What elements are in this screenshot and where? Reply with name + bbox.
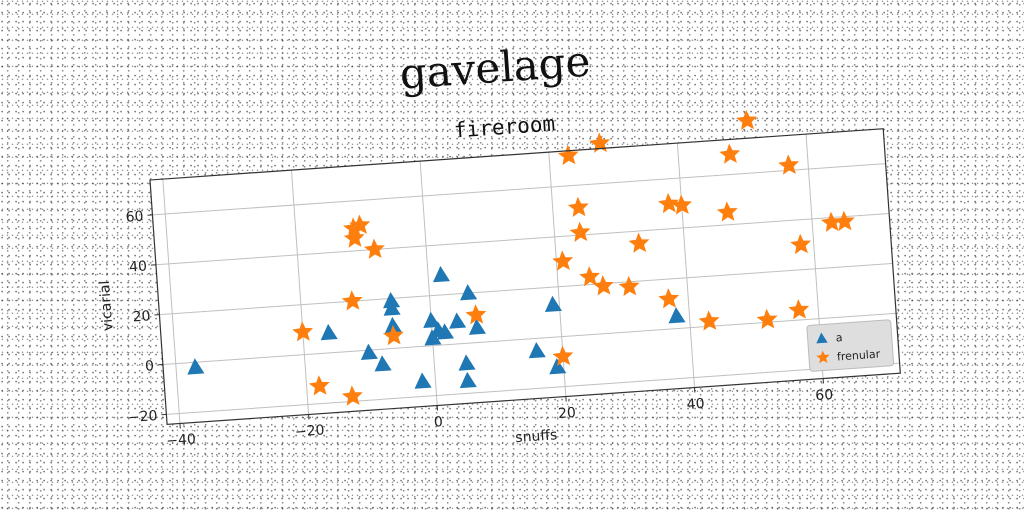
data-point-frenular <box>756 308 778 330</box>
x-tick-label: −40 <box>166 431 197 449</box>
legend-box <box>806 319 895 372</box>
data-point-frenular <box>698 310 720 331</box>
data-point-frenular <box>628 232 650 253</box>
data-point-a <box>432 265 451 283</box>
legend: a frenular <box>806 319 895 372</box>
data-point-frenular <box>363 238 385 259</box>
y-tick-label: 40 <box>129 258 148 275</box>
x-grid-line <box>676 143 695 388</box>
chart-title: fireroom <box>453 112 556 143</box>
x-tick-label: −20 <box>294 422 325 440</box>
data-point-frenular <box>788 299 810 320</box>
data-point-frenular <box>465 304 487 325</box>
data-point-frenular <box>658 288 680 309</box>
x-tick-label: 0 <box>433 414 443 431</box>
data-point-a <box>528 341 546 359</box>
y-tick-label: −20 <box>127 408 158 426</box>
data-point-a <box>384 316 402 334</box>
y-tick-label: 0 <box>145 358 155 375</box>
data-point-a <box>374 355 392 372</box>
data-point-frenular <box>308 375 330 396</box>
legend-label-a: a <box>835 331 843 344</box>
data-point-a <box>320 323 338 341</box>
data-point-a <box>414 372 432 389</box>
x-axis-label: snuffs <box>515 427 558 446</box>
data-point-a <box>360 343 378 360</box>
data-point-a <box>436 323 455 340</box>
data-point-a <box>549 358 567 375</box>
data-point-frenular <box>820 211 842 232</box>
y-tick-label: 20 <box>132 308 151 325</box>
data-point-frenular <box>341 385 363 406</box>
data-point-frenular <box>671 194 692 215</box>
data-point-frenular <box>343 217 364 238</box>
data-point-a <box>458 354 476 371</box>
x-tick-label: 20 <box>558 405 577 422</box>
y-grid-line <box>152 163 886 216</box>
data-point-frenular <box>382 324 404 346</box>
data-point-frenular <box>567 196 589 218</box>
data-point-frenular <box>592 275 614 296</box>
data-point-frenular <box>719 143 741 164</box>
data-point-frenular <box>349 214 371 235</box>
legend-label-frenular: frenular <box>837 347 881 363</box>
data-point-a <box>459 371 477 389</box>
data-point-frenular <box>341 290 363 311</box>
x-tick-label: 60 <box>815 387 834 404</box>
legend-marker-frenular <box>816 350 830 364</box>
data-point-frenular <box>552 345 574 366</box>
plot-frame <box>149 128 901 426</box>
y-grid-line <box>155 213 890 266</box>
x-tick-label: 40 <box>686 396 705 413</box>
data-point-a <box>187 358 205 375</box>
data-point-frenular <box>552 250 574 271</box>
y-grid-line <box>162 312 897 366</box>
y-axis-label: vicarial <box>97 280 116 332</box>
data-point-frenular <box>557 144 579 166</box>
data-point-frenular <box>736 109 758 131</box>
x-grid-line <box>162 179 181 424</box>
data-point-a <box>668 307 686 324</box>
data-point-frenular <box>618 275 640 297</box>
y-tick-label: 60 <box>125 209 144 226</box>
x-grid-line <box>419 161 438 406</box>
data-point-frenular <box>833 210 855 231</box>
y-grid-line <box>159 262 893 316</box>
data-point-frenular <box>790 233 812 255</box>
legend-marker-a <box>816 332 828 344</box>
data-point-frenular <box>658 192 679 214</box>
y-grid-line <box>166 362 900 415</box>
data-point-frenular <box>569 221 591 242</box>
data-point-frenular <box>579 266 601 287</box>
data-point-a <box>544 295 562 313</box>
data-point-a <box>460 284 478 301</box>
data-point-frenular <box>343 227 365 248</box>
data-point-a <box>383 291 401 309</box>
chart-suptitle: gavelage <box>398 36 592 98</box>
data-point-frenular <box>778 154 800 175</box>
data-point-a <box>383 299 401 316</box>
axis-ticks: −40 −20 0 20 40 60 −20 0 20 40 60 <box>125 209 834 450</box>
data-point-a <box>423 311 441 329</box>
x-grid-line <box>290 170 310 415</box>
plot-background <box>150 128 901 425</box>
data-point-a <box>449 312 467 329</box>
data-point-frenular <box>292 321 314 342</box>
data-point-a <box>468 318 487 335</box>
grid-lines <box>152 134 900 424</box>
data-point-frenular <box>716 201 738 222</box>
